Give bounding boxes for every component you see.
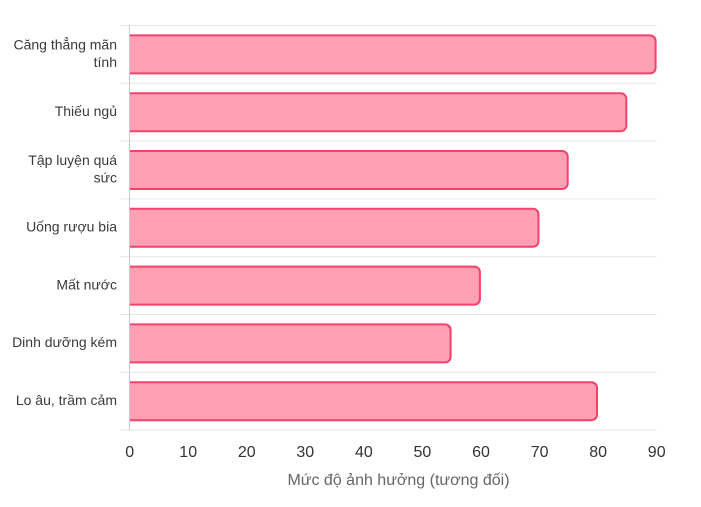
- svg-text:90: 90: [648, 444, 666, 461]
- svg-text:50: 50: [414, 444, 432, 461]
- svg-text:20: 20: [238, 444, 256, 461]
- svg-text:Căng thẳng mãn: Căng thẳng mãn: [13, 35, 117, 52]
- svg-text:Mức độ ảnh hưởng (tương đối): Mức độ ảnh hưởng (tương đối): [287, 472, 509, 489]
- svg-text:sức: sức: [94, 170, 117, 186]
- svg-text:70: 70: [531, 444, 549, 461]
- svg-text:tính: tính: [94, 54, 117, 70]
- svg-text:Uống rượu bia: Uống rượu bia: [26, 219, 117, 235]
- svg-text:30: 30: [296, 444, 314, 461]
- svg-text:40: 40: [355, 444, 373, 461]
- svg-text:Lo âu, trầm cảm: Lo âu, trầm cảm: [16, 392, 117, 408]
- svg-text:Thiếu ngủ: Thiếu ngủ: [55, 103, 117, 119]
- svg-text:60: 60: [472, 444, 490, 461]
- svg-text:10: 10: [179, 444, 197, 461]
- svg-text:Dinh dưỡng kém: Dinh dưỡng kém: [12, 334, 117, 350]
- svg-text:Tập luyện quá: Tập luyện quá: [28, 152, 117, 168]
- svg-text:0: 0: [125, 444, 134, 461]
- svg-text:Mất nước: Mất nước: [56, 276, 117, 292]
- svg-text:80: 80: [589, 444, 607, 461]
